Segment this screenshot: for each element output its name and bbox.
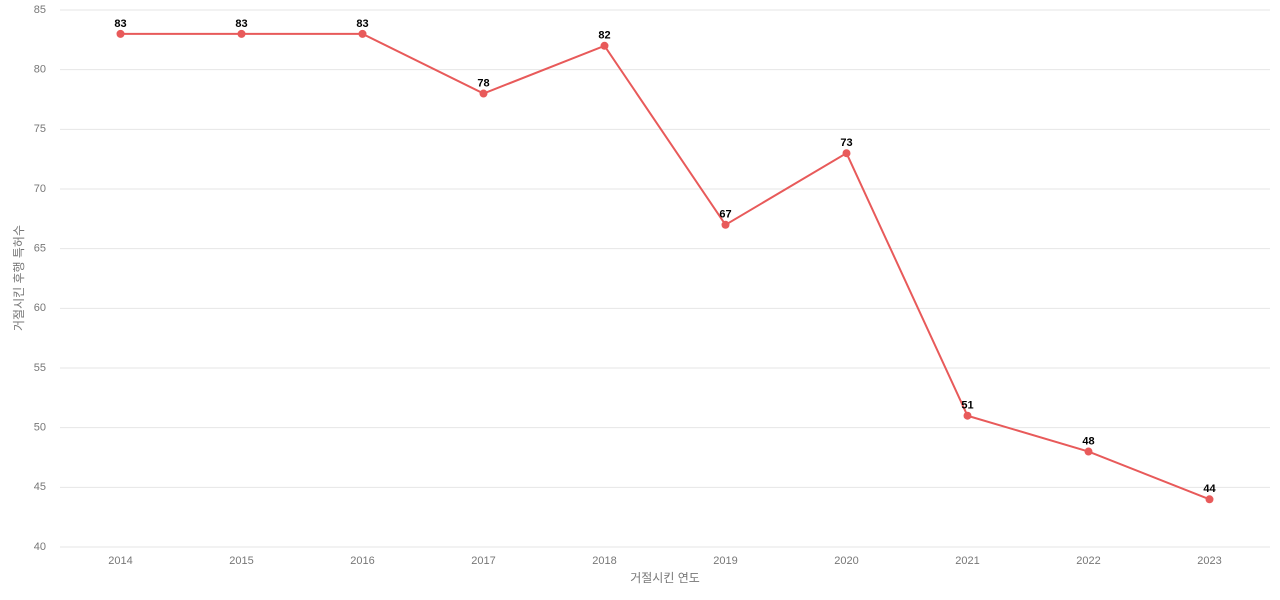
x-tick-label: 2015 (229, 555, 253, 567)
y-tick-label: 80 (34, 64, 46, 76)
y-axis-title: 거절시킨 후행 특허수 (11, 225, 26, 331)
data-label: 83 (235, 18, 247, 30)
data-label: 83 (356, 18, 368, 30)
data-label: 82 (598, 30, 610, 42)
data-label: 51 (961, 400, 973, 412)
x-tick-label: 2022 (1076, 555, 1100, 567)
y-tick-label: 55 (34, 362, 46, 374)
x-tick-label: 2023 (1197, 555, 1221, 567)
point (237, 29, 246, 38)
point (116, 29, 125, 38)
point (479, 89, 488, 98)
y-tick-label: 50 (34, 422, 46, 434)
y-tick-label: 45 (34, 481, 46, 493)
point (1205, 495, 1214, 504)
point (963, 411, 972, 420)
y-tick-label: 60 (34, 302, 46, 314)
x-tick-label: 2014 (108, 555, 132, 567)
data-label: 67 (719, 209, 731, 221)
x-tick-label: 2020 (834, 555, 858, 567)
point (600, 41, 609, 50)
y-tick-label: 75 (34, 123, 46, 135)
data-label: 73 (840, 137, 852, 149)
x-axis-title: 거절시킨 연도 (630, 571, 700, 585)
y-tick-label: 40 (34, 541, 46, 553)
y-tick-label: 70 (34, 183, 46, 195)
data-label: 44 (1203, 483, 1216, 495)
x-tick-label: 2019 (713, 555, 737, 567)
y-tick-label: 85 (34, 4, 46, 16)
point (721, 220, 730, 229)
point (1084, 447, 1093, 456)
data-label: 48 (1082, 435, 1094, 447)
data-label: 83 (114, 18, 126, 30)
x-tick-label: 2021 (955, 555, 979, 567)
y-tick-label: 65 (34, 243, 46, 255)
x-tick-label: 2016 (350, 555, 374, 567)
data-label: 78 (477, 77, 489, 89)
x-tick-label: 2018 (592, 555, 616, 567)
line (120, 32, 1210, 501)
x-tick-label: 2017 (471, 555, 495, 567)
point (358, 29, 367, 38)
point (842, 149, 851, 158)
